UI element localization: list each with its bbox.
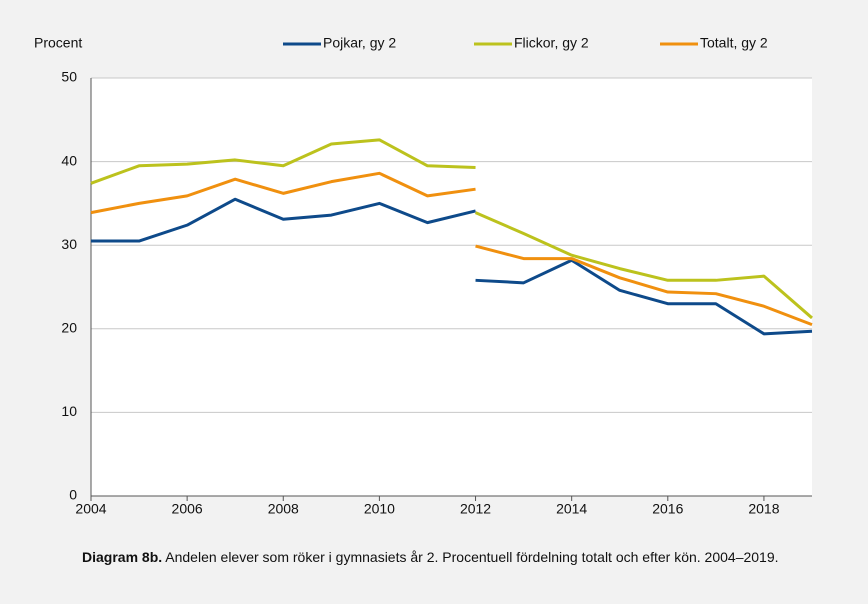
y-tick-label: 40 [61,152,77,168]
y-axis-label: Procent [34,35,82,51]
x-tick-label: 2006 [172,501,203,517]
line [91,197,813,336]
line [90,171,813,327]
x-tick-label: 2008 [268,501,299,517]
chart: Procent 0 10 20 30 40 50 2004 2006 2008 2010 2012 2… [34,35,813,517]
y-tick-label: 30 [61,236,77,252]
line [90,138,813,320]
y-tick-label: 0 [69,487,77,503]
x-tick-label: 2012 [460,501,491,517]
caption-bold: Diagram 8b. [82,549,163,565]
x-tick-label: 2010 [364,501,395,517]
x-tick-label: 2004 [75,501,106,517]
legend-label: Flickor, gy 2 [514,35,589,51]
x-tick-label: 2016 [652,501,683,517]
x-tick-label: 2014 [556,501,587,517]
y-tick-label: 50 [61,69,77,85]
y-tick-label: 10 [61,403,77,419]
x-tick-label: 2018 [748,501,779,517]
plot-area [91,78,812,496]
caption: Diagram 8b. Andelen elever som röker i g… [82,548,802,567]
caption-text: Andelen elever som röker i gymnasiets år… [165,549,779,565]
legend-label: Pojkar, gy 2 [323,35,396,51]
y-tick-label: 20 [61,320,77,336]
legend-label: Totalt, gy 2 [700,35,768,51]
